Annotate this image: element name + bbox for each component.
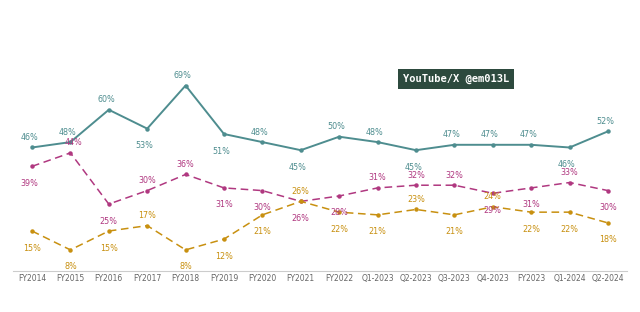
Text: 31%: 31% — [522, 200, 540, 209]
Text: 29%: 29% — [484, 206, 502, 215]
Text: 52%: 52% — [596, 117, 614, 126]
Text: 15%: 15% — [23, 244, 41, 252]
Text: 36%: 36% — [177, 160, 195, 169]
Text: 28%: 28% — [330, 208, 348, 217]
Text: 30%: 30% — [138, 176, 156, 185]
Text: 31%: 31% — [215, 200, 233, 209]
Legend: United States revenue mix, %, Other revenue mix, %, China revenue mix, %: United States revenue mix, %, Other reve… — [112, 0, 528, 2]
Text: 47%: 47% — [520, 130, 538, 139]
Text: 32%: 32% — [407, 171, 425, 180]
Text: YouTube/X @em013L: YouTube/X @em013L — [403, 74, 509, 84]
Text: 17%: 17% — [138, 211, 156, 220]
Text: 30%: 30% — [599, 203, 617, 212]
Text: 32%: 32% — [445, 171, 463, 180]
Text: 48%: 48% — [366, 128, 384, 137]
Text: 47%: 47% — [443, 130, 461, 139]
Text: 25%: 25% — [100, 217, 118, 226]
Text: 60%: 60% — [97, 95, 115, 104]
Text: 46%: 46% — [20, 133, 38, 142]
Text: 26%: 26% — [292, 187, 310, 196]
Text: 8%: 8% — [179, 262, 192, 271]
Text: 26%: 26% — [292, 214, 310, 223]
Text: 8%: 8% — [64, 262, 77, 271]
Text: 12%: 12% — [215, 251, 233, 261]
Text: 31%: 31% — [369, 173, 387, 182]
Text: 21%: 21% — [369, 227, 387, 236]
Text: 45%: 45% — [289, 163, 307, 172]
Text: 33%: 33% — [561, 168, 579, 177]
Text: 50%: 50% — [328, 122, 346, 131]
Text: 47%: 47% — [481, 130, 499, 139]
Text: 48%: 48% — [59, 128, 77, 137]
Text: 23%: 23% — [407, 195, 425, 204]
Text: 15%: 15% — [100, 244, 118, 252]
Text: 22%: 22% — [330, 225, 348, 234]
Text: 24%: 24% — [484, 192, 502, 201]
Text: 51%: 51% — [212, 147, 230, 155]
Text: 39%: 39% — [20, 179, 38, 188]
Text: 22%: 22% — [522, 225, 540, 234]
Text: 69%: 69% — [174, 71, 192, 80]
Text: 46%: 46% — [558, 160, 576, 169]
Text: 18%: 18% — [599, 236, 617, 244]
Text: 53%: 53% — [136, 141, 154, 150]
Text: 21%: 21% — [253, 227, 271, 236]
Text: 22%: 22% — [561, 225, 579, 234]
Text: 30%: 30% — [253, 203, 271, 212]
Text: 21%: 21% — [445, 227, 463, 236]
Text: 48%: 48% — [251, 128, 269, 137]
Text: 45%: 45% — [404, 163, 422, 172]
Text: 44%: 44% — [64, 138, 82, 147]
